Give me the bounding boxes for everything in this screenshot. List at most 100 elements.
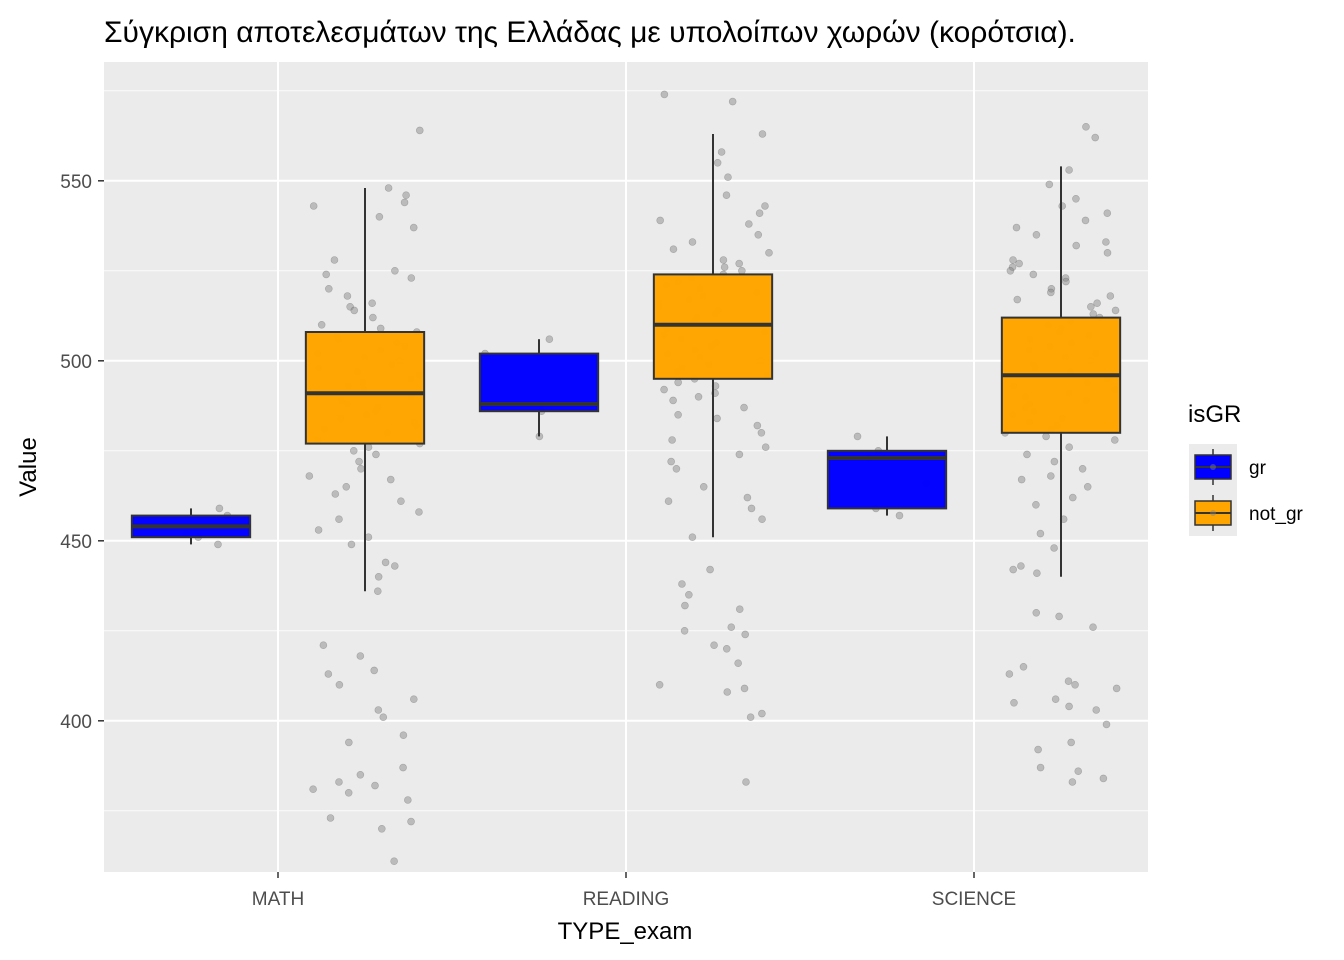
jitter-point (407, 817, 415, 826)
jitter-point (735, 605, 744, 614)
jitter-point (347, 540, 356, 549)
jitter-point (324, 670, 333, 678)
chart-title: Σύγκριση αποτελεσμάτων της Ελλάδας με υπ… (104, 16, 1076, 49)
jitter-point (1091, 133, 1100, 142)
jitter-point (668, 436, 676, 444)
jitter-point (397, 497, 405, 506)
jitter-point (355, 457, 363, 466)
jitter-point (1065, 702, 1073, 711)
jitter-point (376, 324, 385, 333)
jitter-point (669, 245, 678, 253)
jitter-point (1045, 180, 1054, 189)
jitter-point (1102, 238, 1110, 246)
axis-layer: 400 450 500 550 MATH READING SCIENCE (60, 172, 1016, 910)
jitter-point (330, 256, 339, 264)
jitter-point (660, 90, 669, 99)
jitter-point (727, 623, 736, 632)
jitter-point (674, 378, 682, 387)
jitter-point (1074, 767, 1083, 776)
jitter-point (1089, 623, 1097, 632)
jitter-point (1089, 310, 1098, 318)
jitter-point (685, 590, 693, 599)
jitter-point (369, 313, 377, 322)
y-tick-label: 400 (60, 712, 92, 733)
jitter-point (1103, 249, 1112, 257)
jitter-point (314, 526, 323, 534)
jitter-point (745, 220, 753, 228)
jitter-point (710, 641, 718, 650)
jitter-point (317, 320, 326, 329)
jitter-point (1013, 295, 1022, 304)
jitter-point (326, 814, 335, 822)
jitter-point (357, 464, 365, 473)
jitter-point (309, 785, 317, 794)
jitter-point (1009, 565, 1018, 574)
jitter-point (1111, 306, 1120, 315)
jitter-point (743, 493, 752, 502)
legend: isGR gr not_gr (1188, 401, 1304, 536)
jitter-point (381, 558, 390, 567)
jitter-point (1064, 677, 1073, 686)
y-tick-label: 450 (60, 532, 92, 553)
jitter-point (335, 680, 344, 689)
box (304, 331, 426, 445)
jitter-point (746, 713, 755, 722)
jitter-point (1033, 569, 1041, 578)
jitter-point (1015, 259, 1023, 268)
jitter-point (1029, 270, 1038, 279)
jitter-point (1071, 680, 1079, 689)
jitter-point (1051, 695, 1060, 704)
jitter-point (374, 572, 383, 581)
jitter-point (688, 533, 697, 542)
jitter-point (1112, 684, 1121, 693)
jitter-point (1065, 166, 1073, 174)
jitter-point (722, 191, 731, 199)
jitter-point (1032, 500, 1040, 509)
jitter-point (214, 540, 222, 549)
jitter-point (1065, 443, 1073, 452)
jitter-point (1047, 472, 1055, 480)
jitter-point (370, 666, 378, 675)
jitter-point (378, 824, 386, 833)
jitter-point (757, 428, 766, 437)
jitter-point (384, 184, 393, 192)
jitter-point (674, 410, 682, 419)
jitter-point (305, 472, 314, 480)
jitter-point (1009, 256, 1017, 264)
x-tick-label: SCIENCE (932, 889, 1016, 910)
jitter-point (723, 688, 732, 696)
jitter-point (735, 450, 744, 459)
jitter-point (719, 256, 728, 264)
grid-layer (104, 62, 1148, 872)
jitter-point (747, 504, 756, 513)
y-tick-label: 550 (60, 172, 92, 193)
jitter-point (720, 263, 729, 272)
jitter-point (1099, 774, 1108, 783)
jitter-point (740, 403, 748, 412)
jitter-point (375, 213, 384, 221)
jitter-point (1106, 292, 1115, 300)
jitter-point (667, 457, 675, 466)
jitter-point (724, 173, 732, 181)
jitter-point (391, 266, 399, 275)
jitter-point (545, 335, 554, 344)
jitter-point (402, 191, 410, 199)
jitter-point (325, 284, 333, 293)
jitter-point (1102, 720, 1111, 729)
jitter-point (681, 601, 689, 610)
jitter-point (853, 432, 862, 441)
jitter-point (699, 482, 708, 491)
jitter-point (1006, 266, 1015, 275)
jitter-point (1072, 241, 1081, 250)
jitter-point (335, 515, 343, 524)
jitter-point (356, 770, 365, 779)
jitter-point (415, 508, 423, 516)
legend-label: not_gr (1249, 504, 1304, 525)
jitter-point (215, 504, 224, 513)
jitter-point (669, 396, 677, 405)
jitter-point (343, 292, 352, 300)
jitter-point (761, 202, 769, 210)
jitter-point (342, 482, 351, 491)
